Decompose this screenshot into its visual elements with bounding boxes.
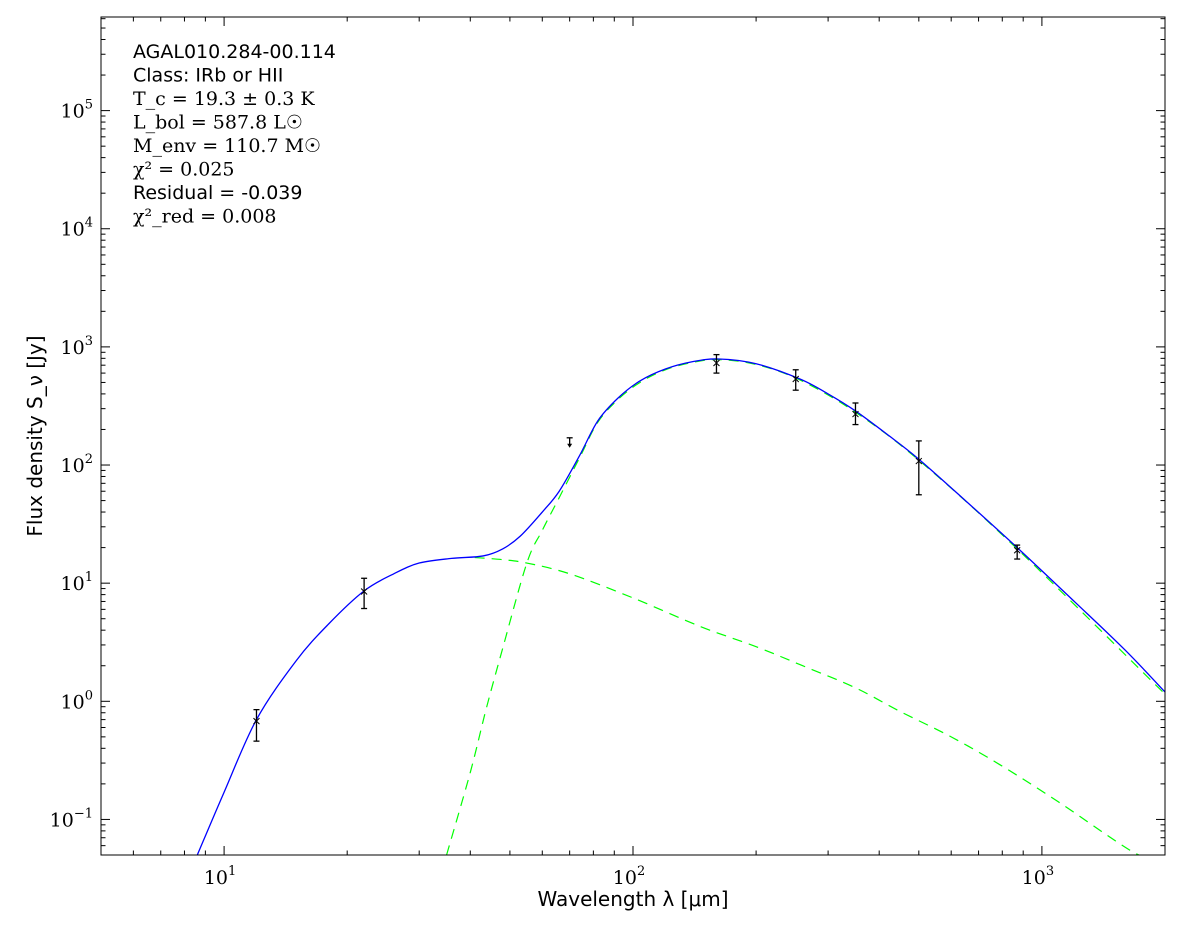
annotation-line: Class: IRb or HII (133, 65, 283, 87)
upper-limit-arrow (567, 443, 573, 448)
plot-area (196, 353, 1165, 855)
data-point (253, 708, 260, 742)
data-marker (713, 359, 720, 367)
tick-exponent: 1 (228, 864, 236, 879)
annotation-line: L_bol = 587.8 L☉ (133, 112, 303, 134)
annotation-line: χ²_red = 0.008 (133, 206, 277, 228)
data-marker (852, 410, 859, 418)
data-marker (915, 457, 923, 465)
data-marker (360, 588, 368, 595)
y-tick-label: 10−1 (50, 806, 93, 831)
tick-base: 10 (204, 867, 228, 889)
tick-exponent: 3 (85, 334, 93, 349)
tick-base: 10 (613, 867, 637, 889)
y-tick-label: 104 (61, 216, 93, 241)
tick-exponent: −1 (74, 806, 93, 821)
component-model-curve-1 (445, 358, 1165, 855)
tick-base: 10 (61, 455, 85, 477)
tick-base: 10 (61, 219, 85, 241)
x-tick-label: 102 (613, 864, 645, 889)
upper-limit (566, 437, 573, 448)
tick-base: 10 (1022, 867, 1046, 889)
data-point (713, 353, 720, 374)
y-tick-label: 101 (61, 570, 93, 595)
y-tick-label: 100 (61, 688, 93, 713)
tick-exponent: 1 (85, 570, 93, 585)
y-tick-label: 102 (61, 452, 93, 477)
annotation-line: M_env = 110.7 M☉ (133, 135, 321, 157)
component-model-curve-2 (474, 556, 1141, 855)
annotation-line: AGAL010.284-00.114 (133, 41, 336, 63)
data-marker (1013, 546, 1021, 554)
tick-exponent: 4 (85, 216, 93, 231)
tick-exponent: 0 (85, 688, 93, 703)
annotation-line: χ² = 0.025 (133, 159, 235, 181)
total-model-curve (196, 358, 1165, 855)
data-marker (792, 375, 800, 383)
tick-base: 10 (61, 573, 85, 595)
x-tick-label: 101 (204, 864, 236, 889)
tick-base: 10 (61, 337, 85, 359)
data-marker (253, 717, 260, 725)
data-point (852, 402, 859, 426)
data-point (792, 369, 800, 391)
y-axis-label: Flux density S_ν [Jy] (23, 335, 47, 536)
tick-exponent: 5 (85, 98, 93, 113)
tick-base: 10 (61, 101, 85, 123)
data-point (1013, 544, 1021, 560)
y-tick-label: 103 (61, 334, 93, 359)
x-tick-label: 103 (1022, 864, 1054, 889)
y-tick-label: 105 (61, 98, 93, 123)
data-point (915, 440, 923, 496)
tick-base: 10 (61, 691, 85, 713)
data-point (360, 577, 368, 610)
x-axis-label: Wavelength λ [μm] (537, 887, 728, 911)
tick-exponent: 3 (1046, 864, 1054, 879)
annotation-line: Residual = -0.039 (133, 182, 303, 204)
tick-exponent: 2 (85, 452, 93, 467)
annotation-line: T_c = 19.3 ± 0.3 K (133, 88, 315, 110)
tick-base: 10 (50, 809, 74, 831)
tick-exponent: 2 (637, 864, 645, 879)
